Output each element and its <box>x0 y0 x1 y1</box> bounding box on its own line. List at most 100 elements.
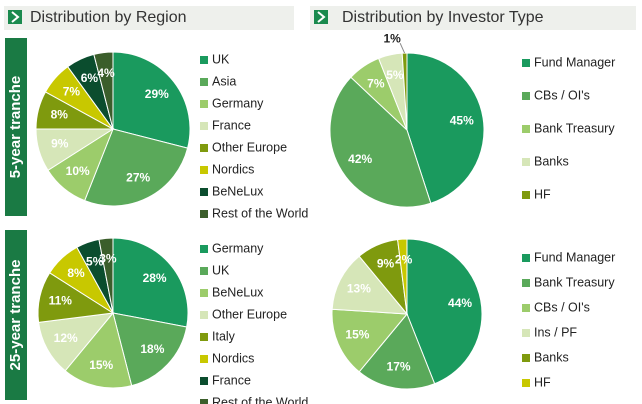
column-title: Distribution by Region <box>30 9 187 26</box>
legend-label: Banks <box>534 154 569 168</box>
slice-label: 45% <box>450 113 474 127</box>
row-label-bar <box>5 230 27 400</box>
pie-slice <box>406 238 483 385</box>
legend-swatch <box>522 92 530 100</box>
legend-swatch <box>522 304 530 312</box>
slice-label: 1% <box>383 31 401 45</box>
pie-slice <box>112 237 189 328</box>
legend-swatch <box>522 329 530 337</box>
slice-label: 17% <box>387 360 411 374</box>
legend-label: Asia <box>212 74 236 88</box>
pie-slice <box>112 312 188 387</box>
legend-label: Bank Treasury <box>534 121 615 135</box>
slice-label: 2% <box>395 252 413 266</box>
legend-label: Italy <box>212 329 236 343</box>
legend-label: HF <box>534 375 551 389</box>
header-box <box>4 6 294 30</box>
legend-label: France <box>212 118 251 132</box>
legend-label: BeNeLux <box>212 184 264 198</box>
legend-swatch <box>522 158 530 166</box>
legend-label: Other Europe <box>212 307 287 321</box>
legend-swatch <box>522 254 530 262</box>
legend-label: UK <box>212 52 230 66</box>
legend-label: BeNeLux <box>212 285 264 299</box>
legend-swatch <box>200 210 208 218</box>
legend-label: CBs / OI's <box>534 88 590 102</box>
slice-label: 12% <box>54 331 78 345</box>
legend-label: UK <box>212 263 230 277</box>
legend-label: Rest of the World <box>212 206 308 220</box>
pie-slice <box>64 311 133 389</box>
slice-label: 5% <box>386 68 404 82</box>
slice-label: 3% <box>99 251 117 265</box>
pie-slice <box>331 308 409 373</box>
legend-swatch <box>522 279 530 287</box>
header-box <box>310 6 636 30</box>
legend-swatch <box>200 144 208 152</box>
slice-label: 42% <box>348 152 372 166</box>
row-label: 5-year tranche <box>7 76 24 179</box>
legend-label: Banks <box>534 350 569 364</box>
slice-label: 13% <box>347 282 371 296</box>
row-label-bar <box>5 38 27 216</box>
slice-label: 5% <box>86 254 104 268</box>
legend-swatch <box>200 245 208 253</box>
pie-slice <box>112 51 191 149</box>
slice-label: 11% <box>49 293 73 307</box>
slice-label: 18% <box>140 342 164 356</box>
slice-label: 9% <box>377 257 395 271</box>
legend-label: Fund Manager <box>534 55 615 69</box>
legend-swatch <box>522 379 530 387</box>
legend-label: Ins / PF <box>534 325 577 339</box>
row-label: 25-year tranche <box>7 260 24 371</box>
header-icon-arrow <box>11 11 20 23</box>
slice-label: 29% <box>145 87 169 101</box>
slice-label: 7% <box>367 76 385 90</box>
pie-slice <box>331 255 409 315</box>
slice-label: 8% <box>51 107 69 121</box>
pie-slice <box>397 238 408 315</box>
column-title: Distribution by Investor Type <box>342 9 544 26</box>
legend-label: HF <box>534 187 551 201</box>
legend-label: Rest of the World <box>212 395 308 404</box>
pie-slice <box>406 52 485 204</box>
legend-swatch <box>200 188 208 196</box>
legend-swatch <box>200 122 208 130</box>
slice-label: 44% <box>448 296 472 310</box>
pie-slice <box>329 76 432 208</box>
legend-swatch <box>200 377 208 385</box>
legend-swatch <box>200 311 208 319</box>
legend-label: Nordics <box>212 351 254 365</box>
slice-label: 9% <box>51 137 69 151</box>
legend-swatch <box>200 100 208 108</box>
legend-label: Germany <box>212 96 264 110</box>
legend-swatch <box>200 78 208 86</box>
legend-label: Other Europe <box>212 140 287 154</box>
legend-label: Nordics <box>212 162 254 176</box>
slice-label: 7% <box>63 85 81 99</box>
legend-swatch <box>522 125 530 133</box>
legend-swatch <box>522 59 530 67</box>
legend-swatch <box>200 166 208 174</box>
legend-swatch <box>200 333 208 341</box>
header-icon-arrow <box>317 11 326 23</box>
header-icon <box>314 10 328 24</box>
pie-slice <box>358 313 436 390</box>
slice-label: 4% <box>97 66 115 80</box>
slice-label: 27% <box>126 171 150 185</box>
pie-slice <box>93 51 114 130</box>
slice-label: 10% <box>66 164 90 178</box>
legend-swatch <box>522 354 530 362</box>
pie-slice <box>98 237 114 314</box>
legend-label: CBs / OI's <box>534 300 590 314</box>
legend-swatch <box>200 355 208 363</box>
leader-line <box>399 42 406 54</box>
legend-swatch <box>522 191 530 199</box>
slice-label: 8% <box>67 266 85 280</box>
slice-label: 15% <box>89 358 113 372</box>
legend-swatch <box>200 399 208 404</box>
slice-label: 6% <box>81 71 99 85</box>
slice-label: 15% <box>345 328 369 342</box>
slice-label: 28% <box>143 271 167 285</box>
legend-swatch <box>200 56 208 64</box>
